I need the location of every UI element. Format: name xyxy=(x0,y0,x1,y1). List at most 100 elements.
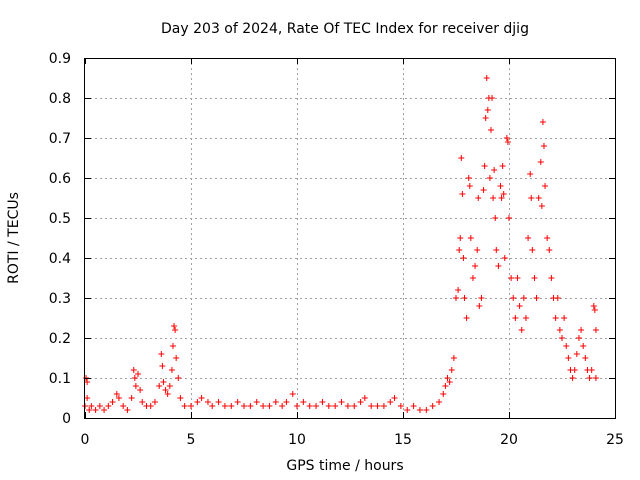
data-point xyxy=(319,399,326,405)
data-point xyxy=(458,155,465,161)
data-point xyxy=(162,387,169,393)
data-point xyxy=(483,75,490,81)
data-point xyxy=(465,175,472,181)
data-point xyxy=(591,307,598,313)
y-tick-label: 0.7 xyxy=(49,131,71,147)
data-point xyxy=(510,295,517,301)
y-tick-label: 0.2 xyxy=(49,331,71,347)
data-point xyxy=(132,383,139,389)
data-point xyxy=(455,287,462,293)
data-point xyxy=(538,203,545,209)
x-tick-label: 5 xyxy=(187,432,196,448)
data-point xyxy=(493,247,500,253)
data-point xyxy=(582,355,589,361)
data-point xyxy=(279,403,286,409)
data-point xyxy=(544,235,551,241)
data-point xyxy=(172,327,179,333)
data-point xyxy=(416,407,423,413)
data-point xyxy=(540,143,547,149)
plot-frame xyxy=(84,58,616,419)
grid-lines xyxy=(85,58,615,418)
data-point xyxy=(498,195,505,201)
data-point xyxy=(588,367,595,373)
data-point xyxy=(387,399,394,405)
data-point xyxy=(506,215,512,221)
data-point xyxy=(552,315,559,321)
data-point xyxy=(247,403,254,409)
data-point xyxy=(156,383,163,389)
data-point xyxy=(529,247,536,253)
data-point xyxy=(456,247,463,253)
data-point xyxy=(128,395,135,401)
data-point xyxy=(554,295,561,301)
data-points xyxy=(82,75,599,413)
data-point xyxy=(325,403,332,409)
data-point xyxy=(84,395,91,401)
x-tick-label: 25 xyxy=(606,432,624,448)
data-point xyxy=(228,403,235,409)
data-point xyxy=(159,363,166,369)
data-point xyxy=(440,391,447,397)
data-point xyxy=(209,403,216,409)
data-point xyxy=(109,399,116,405)
data-point xyxy=(466,183,473,189)
y-tick-label: 0.9 xyxy=(49,51,71,67)
data-point xyxy=(569,375,576,381)
data-point xyxy=(266,403,273,409)
data-point xyxy=(563,343,570,349)
data-point xyxy=(500,191,507,197)
data-point xyxy=(520,295,527,301)
x-tick-label: 10 xyxy=(288,432,306,448)
x-tick-label: 0 xyxy=(81,432,90,448)
data-point xyxy=(501,255,508,261)
data-point xyxy=(113,391,120,397)
data-point xyxy=(380,403,387,409)
y-axis-label: ROTI / TECUs xyxy=(6,192,22,284)
data-point xyxy=(480,187,487,193)
data-point xyxy=(131,375,138,381)
data-point xyxy=(374,403,381,409)
data-point xyxy=(139,399,146,405)
y-tick-label: 0.4 xyxy=(49,251,71,267)
data-point xyxy=(194,399,201,405)
data-point xyxy=(120,403,127,409)
data-point xyxy=(253,399,260,405)
data-point xyxy=(160,379,167,385)
data-point xyxy=(151,399,158,405)
x-axis-label: GPS time / hours xyxy=(286,458,403,474)
data-point xyxy=(166,383,173,389)
data-point xyxy=(460,255,467,261)
data-point xyxy=(171,323,178,329)
data-point xyxy=(442,383,449,389)
data-point xyxy=(482,115,489,121)
data-point xyxy=(512,315,519,321)
data-point xyxy=(168,367,175,373)
data-point xyxy=(499,163,506,169)
data-point xyxy=(461,295,468,301)
data-point xyxy=(546,247,553,253)
data-point xyxy=(533,295,540,301)
data-point xyxy=(487,127,494,133)
data-point xyxy=(391,395,398,401)
data-point xyxy=(332,403,339,409)
data-point xyxy=(300,399,307,405)
data-point xyxy=(467,235,474,241)
y-tick-label: 0.3 xyxy=(49,291,71,307)
y-tick-label: 0.1 xyxy=(49,371,71,387)
data-point xyxy=(491,167,498,173)
data-point xyxy=(495,263,502,269)
data-point xyxy=(573,351,580,357)
data-point xyxy=(522,315,529,321)
data-point xyxy=(578,327,585,333)
data-point xyxy=(537,159,544,165)
data-point xyxy=(283,399,290,405)
data-point xyxy=(221,403,228,409)
data-point xyxy=(561,315,568,321)
data-point xyxy=(404,407,411,413)
data-point xyxy=(527,171,534,177)
x-tick-labels: 0 5 10 15 20 25 xyxy=(81,432,624,448)
data-point xyxy=(446,379,453,385)
data-point xyxy=(135,371,141,377)
data-point xyxy=(188,403,194,409)
data-point xyxy=(429,403,436,409)
